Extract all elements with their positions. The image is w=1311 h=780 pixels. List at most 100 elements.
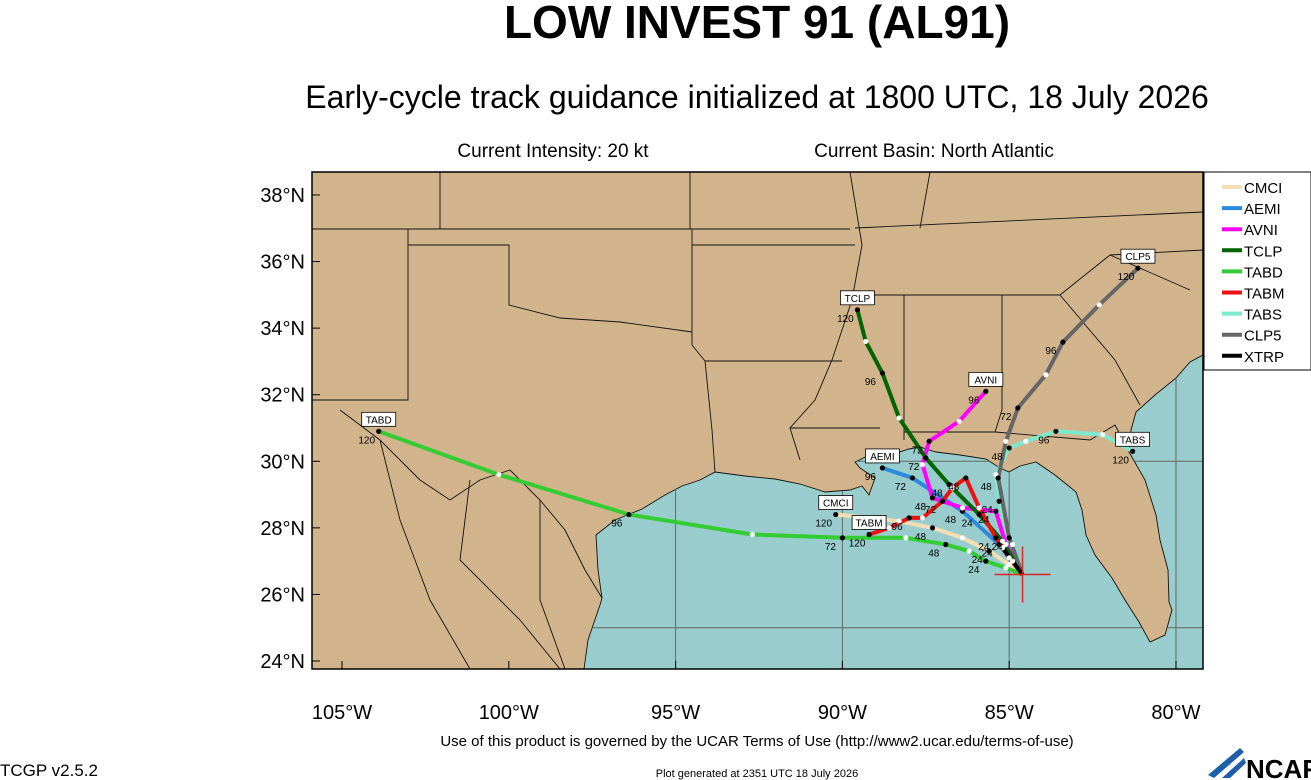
track-point (749, 531, 755, 538)
hour-label: 48 (948, 482, 960, 493)
track-point (959, 505, 966, 511)
hour-label: 72 (912, 445, 924, 456)
track-point (929, 525, 936, 531)
track-point (983, 388, 989, 394)
track-point (1096, 302, 1102, 308)
legend-label: TABM (1244, 286, 1285, 303)
track-point (1023, 438, 1029, 444)
track-name-box (1115, 431, 1151, 447)
x-tick-label: 100°W (479, 702, 539, 724)
version: TCGP v2.5.2 (0, 761, 98, 780)
track-point (929, 495, 936, 501)
title: LOW INVEST 91 (AL91) (504, 0, 1010, 48)
track-point (1015, 405, 1021, 411)
track-point (976, 511, 982, 518)
track-name: TABS (1120, 435, 1146, 446)
track-point (1006, 445, 1012, 451)
track-point (996, 541, 1002, 548)
basin: Current Basin: North Atlantic (814, 141, 1054, 162)
track-name-box (968, 371, 1004, 387)
hour-label: 96 (968, 395, 980, 406)
y-tick-label: 26°N (260, 584, 305, 606)
hour-label: 120 (837, 314, 854, 325)
hour-label: 72 (895, 482, 907, 493)
legend-label: AVNI (1244, 222, 1278, 239)
tracks: 2448120CMCI24487296AEMI24487296AVNI24487… (358, 248, 1156, 603)
track-point (919, 462, 926, 468)
hour-label: 48 (992, 452, 1004, 463)
legend-label: XTRP (1244, 349, 1284, 366)
hour-label: 24 (962, 519, 974, 530)
track-point (956, 418, 962, 424)
hour-label: 120 (358, 435, 375, 446)
track-point (1003, 565, 1009, 571)
hour-label: 72 (908, 462, 920, 473)
map: 2448120CMCI24487296AEMI24487296AVNI24487… (312, 172, 1203, 669)
hour-label: 24 (972, 555, 984, 566)
track-name: TCLP (845, 294, 871, 305)
track-name: TABD (366, 415, 392, 426)
track-point (496, 471, 502, 478)
legend-label: AEMI (1244, 201, 1281, 218)
track-point (1099, 432, 1106, 438)
track-point (996, 498, 1002, 504)
track-point (626, 511, 632, 518)
hour-label: 48 (981, 482, 993, 493)
track-name-box (851, 515, 887, 530)
track-point (986, 548, 992, 554)
track-points (376, 265, 1141, 571)
x-tick-label: 80°W (1151, 702, 1200, 724)
hour-label: 96 (1045, 346, 1057, 357)
map-frame (311, 171, 1204, 670)
y-tick-label: 34°N (260, 318, 305, 340)
track-point (1043, 372, 1049, 378)
hour-label: 48 (928, 549, 940, 560)
track-point (995, 475, 1001, 481)
track-point (983, 558, 989, 564)
hour-label: 72 (1000, 412, 1012, 423)
track-point (866, 531, 872, 538)
hour-label: 72 (825, 542, 837, 553)
track-point (946, 481, 952, 488)
hour-label: 120 (1112, 455, 1129, 466)
hour-label: 96 (865, 377, 877, 388)
hour-label: 24 (968, 565, 980, 576)
track-name-box (818, 495, 854, 510)
hour-label: 96 (1038, 435, 1050, 446)
x-tick-label: 85°W (985, 702, 1034, 724)
track-name: AEMI (870, 452, 894, 463)
track-point (854, 307, 861, 313)
track-name: CMCI (823, 499, 849, 510)
hour-label: 24 (982, 549, 994, 560)
track-point (1009, 558, 1016, 564)
track-point (909, 475, 916, 481)
terms: Use of this product is governed by the U… (440, 733, 1073, 750)
track-point (833, 511, 839, 518)
track-point (376, 428, 382, 434)
track-point (1006, 561, 1012, 568)
track-point (896, 518, 902, 524)
y-tick-label: 30°N (260, 451, 305, 473)
track-labels: 2448120CMCI24487296AEMI24487296AVNI24487… (358, 248, 1156, 576)
logo: NCAR (1208, 748, 1311, 780)
hour-label: 120 (815, 519, 832, 530)
x-tick-label: 90°W (818, 702, 867, 724)
track-name-box (865, 448, 900, 464)
track-point (926, 438, 932, 444)
hour-label: 48 (915, 502, 927, 513)
hour-label: 96 (865, 472, 877, 483)
legend-label: CMCI (1244, 180, 1282, 197)
hour-label: 120 (1118, 272, 1135, 283)
hour-label: 48 (945, 515, 957, 526)
hour-label: 72 (925, 505, 937, 516)
hour-label: 24 (982, 505, 994, 516)
hour-label: 24 (978, 542, 990, 553)
track-point (886, 525, 892, 531)
track-point (923, 455, 929, 461)
track-point (879, 465, 886, 471)
track-point (1009, 541, 1016, 548)
hour-label: 96 (892, 522, 904, 533)
x-tick-label: 105°W (312, 702, 372, 724)
y-tick-label: 24°N (260, 651, 305, 673)
